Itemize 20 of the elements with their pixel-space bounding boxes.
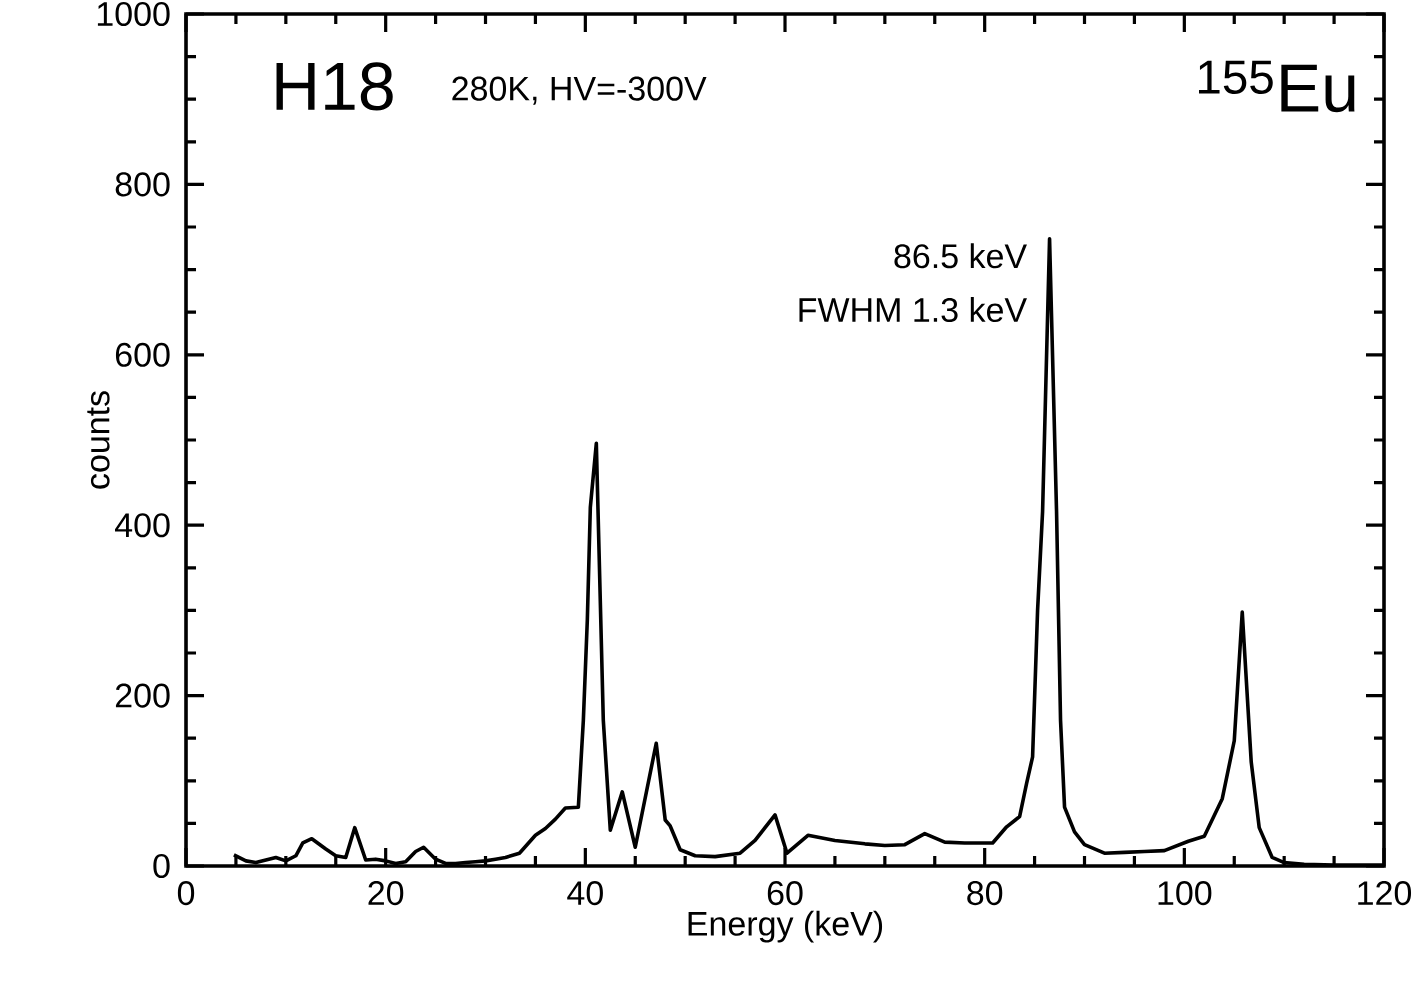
text: 280K, HV=-300V: [452, 76, 707, 105]
annotation: FWHM 1.3 keV: [799, 297, 1027, 323]
x-tick-label: 120: [1358, 881, 1412, 906]
x-tick-label: 60: [767, 881, 803, 906]
x-axis-title: Energy (keV): [688, 910, 883, 943]
y-tick-label: 1000: [97, 1, 170, 27]
x-tick-label: 80: [967, 881, 1003, 906]
x-tick-label: 100: [1158, 881, 1212, 906]
y-tick-label: 800: [115, 172, 170, 197]
annotation: $^{155}$Eu: [1199, 60, 1355, 113]
x-tick-label: 20: [368, 881, 404, 906]
y-axis-title: counts: [87, 391, 110, 489]
y-tick-label: 600: [115, 342, 170, 367]
y-tick-label: 400: [115, 513, 170, 538]
text: H18: [276, 62, 393, 111]
x-tick-label: 0: [177, 881, 195, 906]
y-tick-label: 0: [153, 853, 170, 879]
x-tick-label: 40: [567, 881, 603, 906]
annotation: 86.5 keV: [894, 243, 1027, 269]
y-tick-label: 200: [115, 683, 170, 708]
